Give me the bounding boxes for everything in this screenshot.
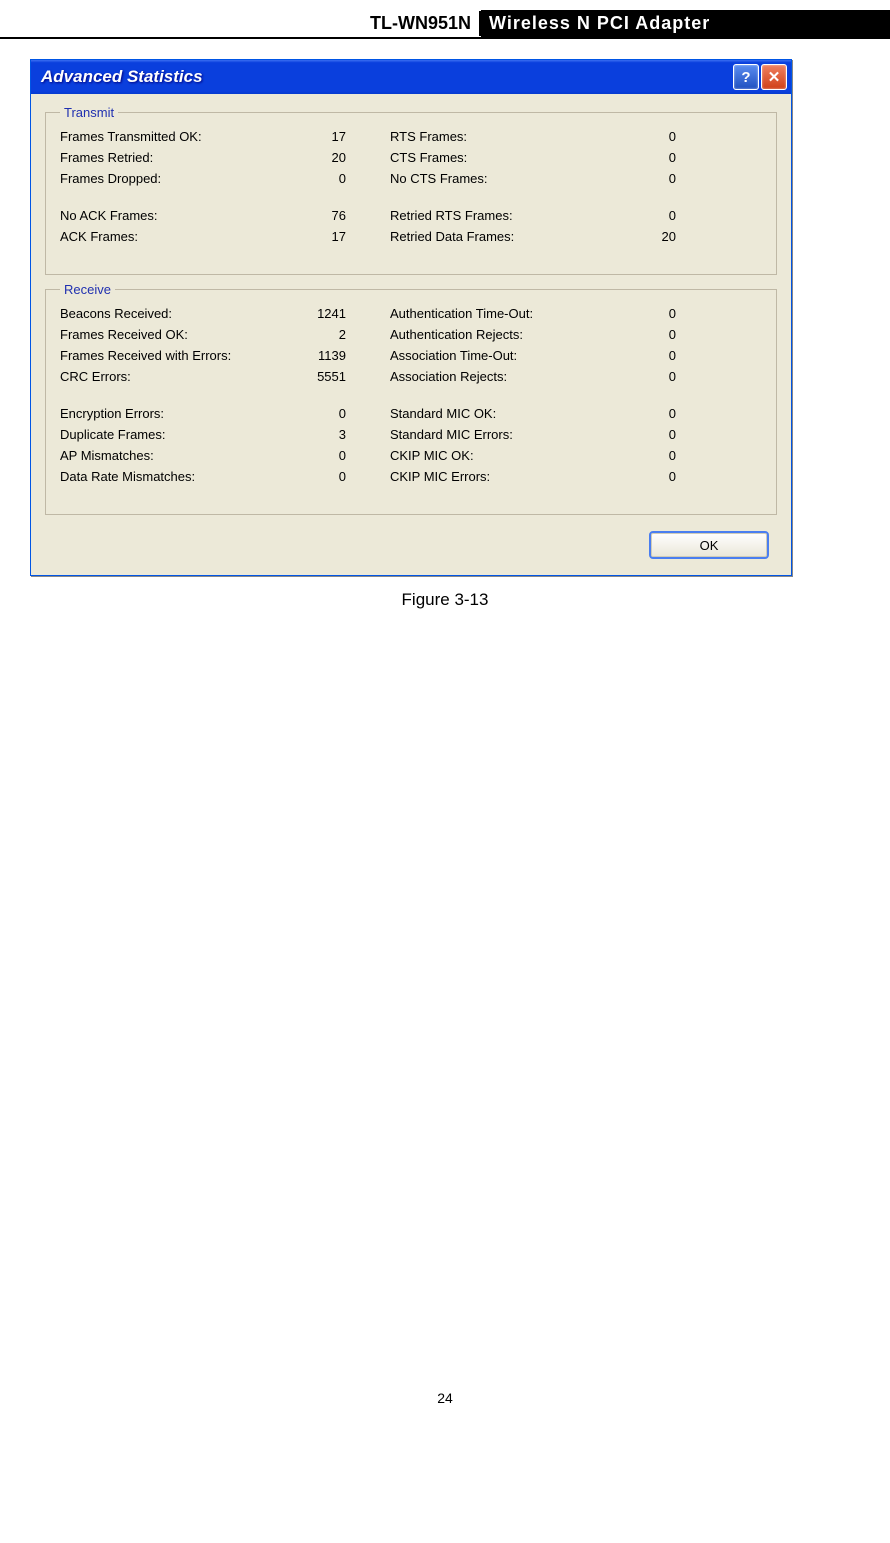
stat-label: Frames Transmitted OK: — [60, 129, 280, 144]
stat-label: Frames Retried: — [60, 150, 280, 165]
dialog-body: Transmit Frames Transmitted OK:17RTS Fra… — [31, 94, 791, 575]
stat-label: Authentication Time-Out: — [390, 306, 610, 321]
stat-value: 17 — [280, 229, 350, 244]
stat-label: AP Mismatches: — [60, 448, 280, 463]
dialog-titlebar: Advanced Statistics ? ✕ — [31, 60, 791, 94]
dialog-title: Advanced Statistics — [41, 67, 733, 87]
stat-label: CRC Errors: — [60, 369, 280, 384]
advanced-statistics-dialog: Advanced Statistics ? ✕ Transmit Frames … — [30, 59, 792, 576]
stat-label: Retried Data Frames: — [390, 229, 610, 244]
figure-wrap: Advanced Statistics ? ✕ Transmit Frames … — [30, 59, 860, 610]
stat-value: 0 — [610, 348, 680, 363]
stat-value: 1139 — [280, 348, 350, 363]
stat-label: Frames Received OK: — [60, 327, 280, 342]
stat-value: 0 — [280, 448, 350, 463]
stat-label: Authentication Rejects: — [390, 327, 610, 342]
stat-label: CTS Frames: — [390, 150, 610, 165]
stat-value: 0 — [610, 306, 680, 321]
button-row: OK — [45, 529, 777, 563]
stat-label: Standard MIC OK: — [390, 406, 610, 421]
spacer — [60, 390, 680, 400]
stat-label: Frames Received with Errors: — [60, 348, 280, 363]
stat-label: No CTS Frames: — [390, 171, 610, 186]
close-button[interactable]: ✕ — [761, 64, 787, 90]
stat-value: 0 — [280, 171, 350, 186]
spacer — [60, 490, 680, 500]
stat-label: Duplicate Frames: — [60, 427, 280, 442]
ok-button[interactable]: OK — [649, 531, 769, 559]
stat-value: 17 — [280, 129, 350, 144]
stat-label: RTS Frames: — [390, 129, 610, 144]
page-header: TL-WN951N Wireless N PCI Adapter — [0, 10, 890, 39]
stat-value: 0 — [610, 129, 680, 144]
close-icon: ✕ — [768, 68, 781, 86]
stat-label: Standard MIC Errors: — [390, 427, 610, 442]
stat-value: 20 — [280, 150, 350, 165]
stat-value: 0 — [610, 427, 680, 442]
stat-value: 0 — [610, 448, 680, 463]
transmit-grid: Frames Transmitted OK:17RTS Frames:0 Fra… — [60, 129, 762, 260]
stat-value: 0 — [610, 208, 680, 223]
stat-value: 0 — [610, 150, 680, 165]
stat-value: 2 — [280, 327, 350, 342]
stat-value: 0 — [610, 369, 680, 384]
stat-value: 3 — [280, 427, 350, 442]
transmit-group: Transmit Frames Transmitted OK:17RTS Fra… — [45, 112, 777, 275]
help-icon: ? — [741, 69, 750, 86]
stat-label: CKIP MIC Errors: — [390, 469, 610, 484]
stat-label: Frames Dropped: — [60, 171, 280, 186]
stat-value: 0 — [610, 327, 680, 342]
stat-value: 0 — [610, 171, 680, 186]
stat-label: ACK Frames: — [60, 229, 280, 244]
stat-value: 20 — [610, 229, 680, 244]
header-product: Wireless N PCI Adapter — [481, 10, 890, 37]
spacer — [60, 192, 680, 202]
spacer — [60, 250, 680, 260]
transmit-legend: Transmit — [60, 105, 118, 120]
stat-value: 1241 — [280, 306, 350, 321]
receive-group: Receive Beacons Received:1241Authenticat… — [45, 289, 777, 515]
receive-grid: Beacons Received:1241 Authentication Time… — [60, 306, 762, 500]
stat-label: Data Rate Mismatches: — [60, 469, 280, 484]
header-model: TL-WN951N — [370, 11, 481, 36]
stat-value: 0 — [610, 406, 680, 421]
stat-value: 76 — [280, 208, 350, 223]
stat-value: 0 — [610, 469, 680, 484]
stat-label: CKIP MIC OK: — [390, 448, 610, 463]
stat-label: Beacons Received: — [60, 306, 280, 321]
stat-label: Encryption Errors: — [60, 406, 280, 421]
stat-value: 0 — [280, 406, 350, 421]
stat-label: Retried RTS Frames: — [390, 208, 610, 223]
titlebar-buttons: ? ✕ — [733, 64, 787, 90]
stat-value: 5551 — [280, 369, 350, 384]
page-number: 24 — [0, 1390, 890, 1406]
stat-label: Association Time-Out: — [390, 348, 610, 363]
stat-value: 0 — [280, 469, 350, 484]
help-button[interactable]: ? — [733, 64, 759, 90]
stat-label: Association Rejects: — [390, 369, 610, 384]
figure-caption: Figure 3-13 — [30, 590, 860, 610]
receive-legend: Receive — [60, 282, 115, 297]
stat-label: No ACK Frames: — [60, 208, 280, 223]
